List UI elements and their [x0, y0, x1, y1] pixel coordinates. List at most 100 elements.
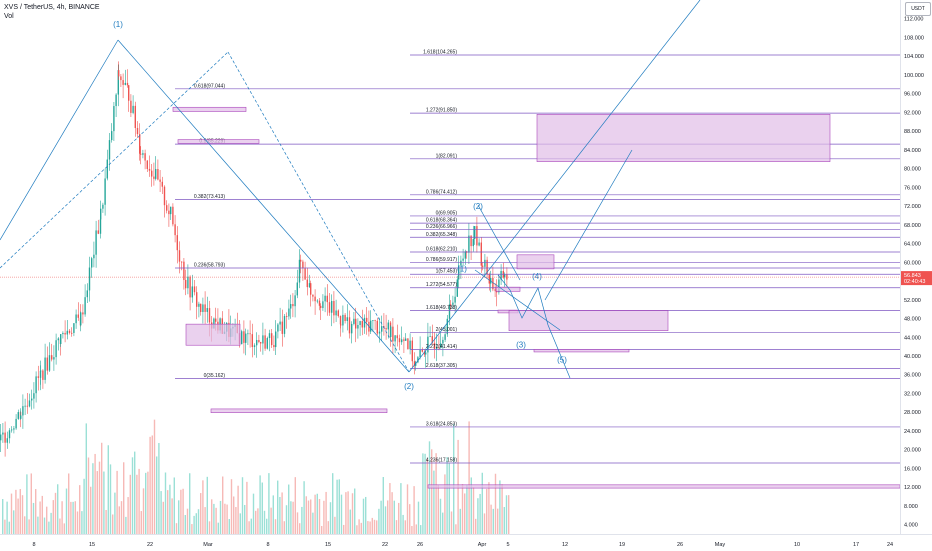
volume-bar	[228, 519, 230, 534]
volume-bar	[52, 500, 54, 534]
volume-bar	[235, 507, 237, 534]
volume-bar	[400, 483, 402, 534]
time-tick-label: 10	[794, 542, 800, 548]
candle-body	[22, 406, 24, 416]
fib-level-label: 3.618(24.853)	[426, 421, 457, 427]
candle-body	[75, 314, 77, 324]
time-tick-label: 26	[677, 542, 683, 548]
volume-bar	[226, 504, 228, 534]
volume-bar	[160, 491, 162, 534]
volume-bar	[340, 494, 343, 534]
candle-body	[372, 320, 374, 322]
wave-line	[117, 39, 410, 373]
candle-body	[419, 350, 421, 358]
candle-body	[134, 105, 136, 129]
candle-body	[51, 355, 53, 360]
candle-body	[498, 279, 500, 293]
candle-body	[335, 310, 337, 316]
fib-level-label: 0.382(65.348)	[426, 232, 457, 238]
volume-bar	[461, 484, 464, 534]
volume-bar	[446, 457, 448, 534]
volume-bar	[134, 451, 136, 534]
time-tick-label: 24	[887, 542, 893, 548]
volume-bar	[479, 493, 481, 534]
time-tick-label: 5	[506, 542, 509, 548]
candle-body	[266, 338, 268, 349]
candle-body	[339, 316, 342, 325]
volume-bar	[2, 499, 4, 534]
candle-body	[104, 178, 106, 205]
time-tick-label: 17	[853, 542, 859, 548]
volume-bar	[321, 525, 323, 534]
fib-level-label: 2.618(37.305)	[426, 363, 457, 369]
candle-body	[464, 251, 466, 259]
candle-body	[151, 170, 153, 177]
candle-body	[144, 153, 146, 161]
fib-level-label: 0.618(62.210)	[426, 246, 457, 252]
candle-body	[191, 286, 193, 298]
time-tick-label: 26	[417, 542, 423, 548]
volume-bar	[123, 462, 125, 534]
volume-bar	[389, 483, 391, 534]
volume-bar	[503, 507, 505, 534]
volume-bar	[252, 493, 255, 534]
volume-bar	[233, 496, 235, 534]
volume-bar	[90, 486, 92, 534]
candle-body	[139, 134, 141, 154]
candle-body	[425, 352, 427, 355]
candle-body	[292, 304, 294, 307]
price-axis[interactable]: 4.000 8.000 12.000 16.000 20.000 24.000 28.000…	[900, 0, 932, 534]
candle-body	[15, 418, 17, 429]
volume-bar	[294, 477, 296, 534]
volume-bar	[54, 492, 57, 534]
price-tick-label: 20.000	[904, 448, 921, 454]
volume-bar	[365, 496, 367, 534]
candle-body	[77, 314, 79, 318]
candle-body	[421, 350, 423, 352]
chart-canvas[interactable]: 0.618(97.044)0.5(85.229)0.382(73.413)0.2…	[0, 0, 900, 534]
volume-bar	[162, 501, 164, 534]
candle-body	[115, 94, 117, 107]
volume-bar	[261, 482, 263, 534]
candle-body	[366, 317, 368, 322]
time-tick-label: 8	[32, 542, 35, 548]
candle-body	[215, 318, 217, 322]
candle-body	[370, 320, 372, 332]
chart-legend: XVS / TetherUS, 4h, BINANCE Vol	[4, 3, 100, 21]
candle-body	[243, 331, 245, 343]
volume-bar	[299, 523, 301, 534]
fib-level-label: 0(69.905)	[436, 210, 458, 216]
volume-bar	[4, 519, 6, 534]
volume-bar	[369, 521, 371, 534]
candle-body	[446, 318, 448, 335]
time-axis[interactable]: 8 15 22 Mar 8 15 22 26 Apr 5 12 19 26 May 10 17 24	[0, 534, 932, 551]
volume-bar	[246, 481, 248, 534]
candle-body	[351, 323, 353, 334]
time-tick-label: 22	[147, 542, 153, 548]
candle-body	[407, 338, 409, 350]
candle-body	[433, 342, 436, 350]
currency-badge[interactable]: USDT	[905, 2, 931, 16]
candle-body	[427, 336, 429, 353]
volume-bar	[65, 488, 68, 534]
volume-bar	[393, 500, 395, 534]
price-chart[interactable]: 0.618(97.044)0.5(85.229)0.382(73.413)0.2…	[0, 0, 900, 534]
candle-body	[55, 340, 57, 358]
volume-bar	[459, 508, 461, 534]
candle-body	[140, 153, 142, 155]
fib-level-label: 0.618(97.044)	[194, 83, 225, 89]
candle-body	[193, 286, 196, 293]
volume-bar	[204, 507, 206, 534]
candle-body	[247, 333, 249, 335]
volume-bar	[191, 524, 193, 534]
wave-label: (1)	[113, 20, 123, 29]
candle-body	[258, 340, 260, 343]
candle-body	[178, 250, 181, 262]
candle-body	[494, 289, 496, 291]
candle-body	[478, 242, 480, 246]
wave-line	[408, 0, 701, 373]
wave-label: (3)	[516, 341, 526, 350]
candle-body	[442, 339, 444, 344]
volume-bar	[169, 484, 171, 534]
candle-body	[310, 283, 312, 295]
